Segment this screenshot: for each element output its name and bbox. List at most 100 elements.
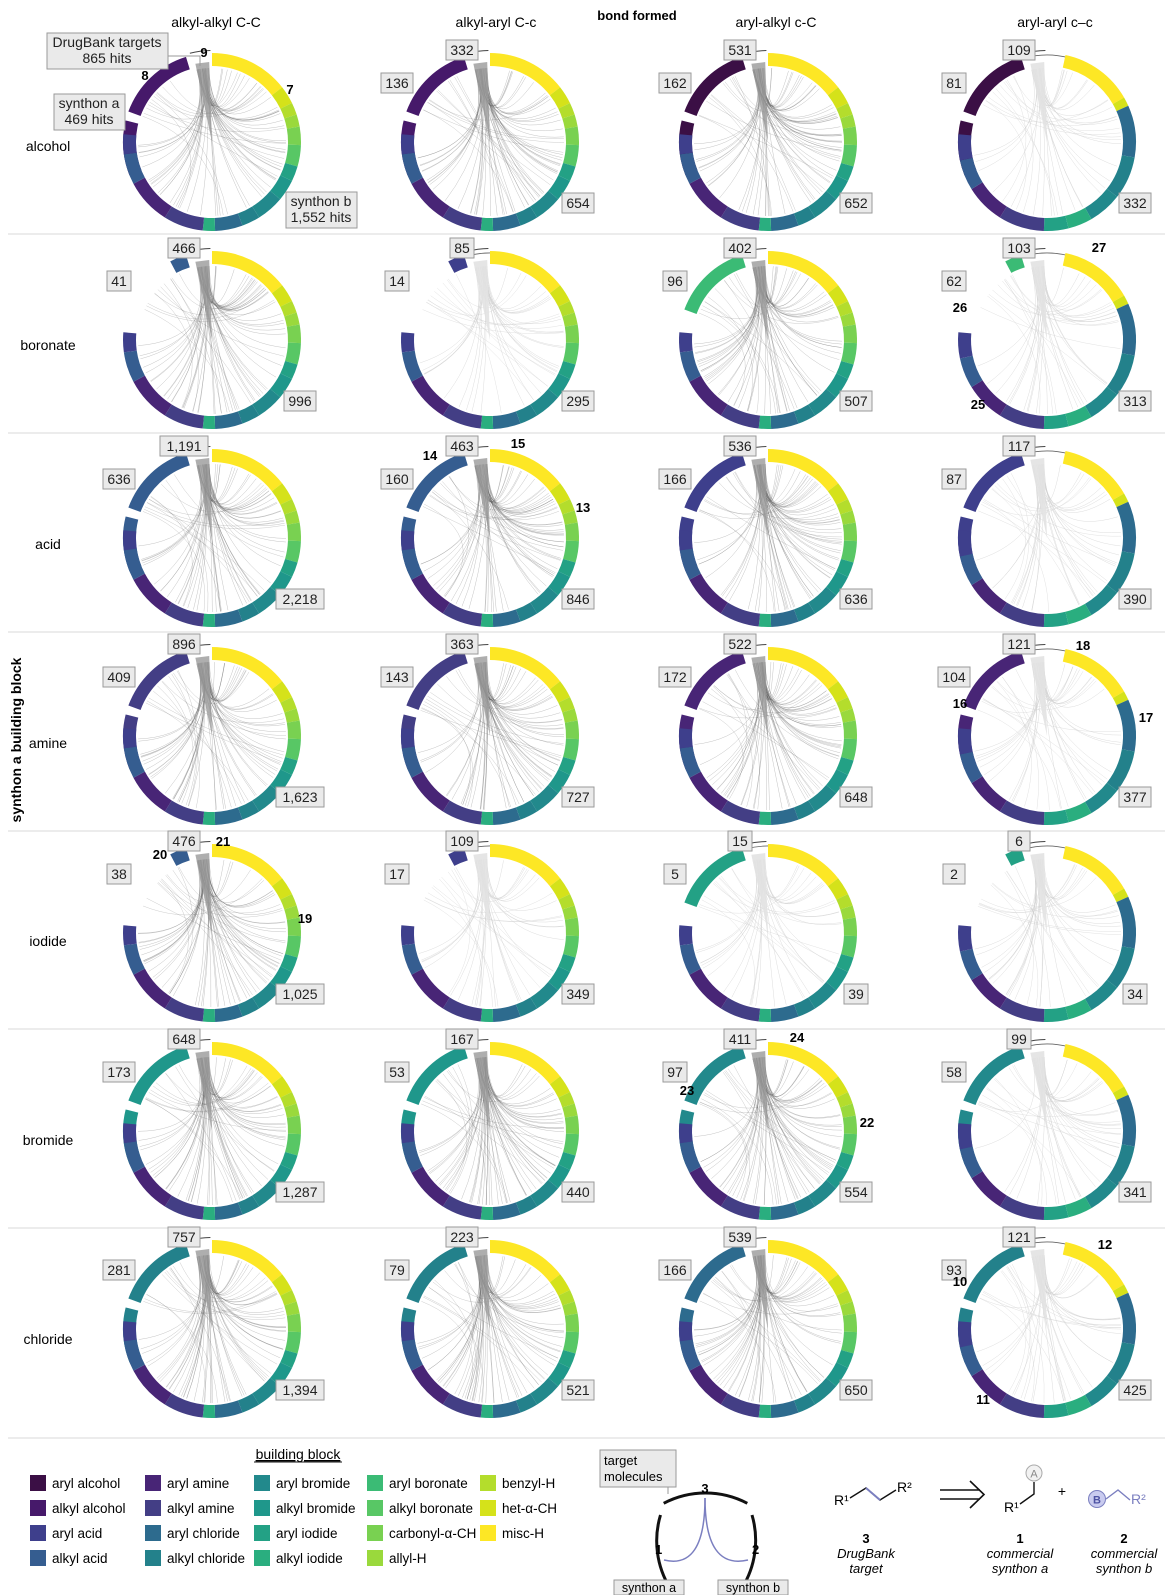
synthon-b-count-r2-c4: 313 (1123, 393, 1147, 409)
legend-label: aryl alcohol (52, 1476, 120, 1491)
chord-diagram-r6-c3 (678, 1039, 857, 1220)
synthon-b-count-r4-c3-box (839, 786, 873, 808)
synthon-b-count-r2-c3: 507 (844, 393, 868, 409)
schematic-synthon-a-box (613, 1579, 685, 1595)
column-header-1: alkyl-alkyl C-C (171, 14, 260, 30)
target-count-r1-c2-box (445, 39, 479, 61)
target-count-r6-c4: 99 (1011, 1031, 1027, 1047)
target-count-r2-c3-box (723, 237, 757, 259)
legend-label: het-α-CH (502, 1501, 557, 1516)
synthon-a-count-r2-c1-box (106, 270, 132, 292)
synthon-a-callout-line2: 469 hits (64, 111, 113, 127)
legend-swatch (145, 1475, 161, 1491)
retrosynthesis-scheme: R¹ R² A R¹ + B R² 3 DrugBank target 1 co… (834, 1464, 1158, 1576)
synthon-b-count-r2-c1-box (283, 390, 317, 412)
marker-26: 26 (953, 300, 967, 315)
target-count-r5-c1: 476 (172, 833, 196, 849)
synthon-b-count-r6-c2-box (561, 1181, 595, 1203)
synthon-a-count-r2-c3-box (662, 270, 688, 292)
marker-20: 20 (153, 847, 167, 862)
target-molecules-line1: target (604, 1453, 638, 1468)
chord-diagram-r7-c4 (958, 1237, 1136, 1418)
synthon-a-count-r5-c1: 38 (111, 866, 127, 882)
legend-swatch (367, 1525, 383, 1541)
synthon-a-count-r5-c2: 17 (389, 866, 405, 882)
synthon-a-count-r7-c1-box (102, 1259, 136, 1281)
synthon-a-count-r1-c2: 136 (385, 75, 409, 91)
target-count-r1-c4: 109 (1007, 42, 1031, 58)
legend-label: alkyl chloride (167, 1551, 245, 1566)
column-header-2: alkyl-aryl C-c (456, 14, 537, 30)
synthon-a-count-r1-c4: 81 (946, 75, 962, 91)
legend-swatch (145, 1500, 161, 1516)
synthon-a-r1: R¹ (1004, 1499, 1019, 1515)
atom-b-circle (1088, 1490, 1106, 1508)
synthon-a-count-r6-c4-box (941, 1061, 967, 1083)
synthon-a-count-r2-c3: 96 (667, 273, 683, 289)
synthon-b-count-r7-c2-box (561, 1379, 595, 1401)
target-count-r5-c2: 109 (450, 833, 474, 849)
legend-label: carbonyl-α-CH (389, 1526, 476, 1541)
target-count-r5-c4-box (1007, 830, 1031, 852)
synthon-b-count-r3-c2: 846 (566, 591, 590, 607)
marker-7: 7 (286, 82, 293, 97)
legend-swatch (254, 1475, 270, 1491)
legend-label: alkyl boronate (389, 1501, 473, 1516)
legend-label: allyl-H (389, 1551, 427, 1566)
synthon-b-r2: R² (1131, 1491, 1146, 1507)
row-label-acid: acid (35, 536, 61, 552)
synthon-a-count-r7-c3: 166 (663, 1262, 687, 1278)
synthon-a-count-r5-c3: 5 (671, 866, 679, 882)
synthon-a-count-r5-c4: 2 (950, 866, 958, 882)
synthon-a-skeleton (1019, 1482, 1035, 1505)
synthon-a-count-r7-c4: 93 (946, 1262, 962, 1278)
synthon-a-count-r4-c4-box (937, 666, 971, 688)
target-count-r1-c3: 531 (728, 42, 752, 58)
marker-24: 24 (790, 1030, 805, 1045)
synthon-b-count-r1-c4-box (1118, 192, 1152, 214)
legend-label: benzyl-H (502, 1476, 555, 1491)
chord-diagram-r2-c2 (401, 248, 579, 429)
legend-title: building block (256, 1446, 342, 1462)
synthon-b-count-r6-c3-box (839, 1181, 873, 1203)
chord-diagram-r4-c4 (958, 644, 1137, 825)
legend-swatch (367, 1550, 383, 1566)
marker-23: 23 (680, 1083, 694, 1098)
drugbank-callout-line1: DrugBank targets (53, 34, 162, 50)
target-r2: R² (897, 1479, 912, 1495)
target-count-r3-c3: 536 (728, 438, 752, 454)
synthon-a-count-r4-c4: 104 (942, 669, 966, 685)
synthon-b-count-r2-c2: 295 (566, 393, 590, 409)
schematic-num-2: 2 (752, 1542, 759, 1557)
target-count-r5-c3-box (727, 830, 753, 852)
chord-schematic: target molecules 3 1 2 synthon a synthon… (599, 1449, 789, 1595)
chord-diagram-r1-c2 (400, 50, 579, 231)
synthon-b-count-r6-c4-box (1118, 1181, 1152, 1203)
target-count-r5-c2-box (445, 830, 479, 852)
synthon-a-count-r5-c1-box (106, 863, 132, 885)
target-count-r3-c4: 117 (1008, 438, 1031, 454)
marker-22: 22 (860, 1115, 874, 1130)
synthon-a-count-r6-c1-box (102, 1061, 136, 1083)
legend-swatch (30, 1500, 46, 1516)
target-count-r2-c1: 466 (172, 240, 196, 256)
column-header-4: aryl-aryl c–c (1017, 14, 1092, 30)
chord-diagram-r5-c4 (958, 841, 1136, 1022)
drugbank-callout-box (46, 32, 169, 70)
chord-diagram-r5-c2 (401, 841, 579, 1022)
target-count-r4-c3-box (723, 633, 757, 655)
synthon-a-count-r3-c2: 160 (385, 471, 409, 487)
target-count-r2-c4: 103 (1007, 240, 1031, 256)
synthon-a-count-r6-c2-box (384, 1061, 410, 1083)
chord-diagram-r1-c1 (123, 50, 301, 231)
schematic-chord-b (704, 1497, 749, 1562)
row-label-amine: amine (29, 735, 67, 751)
target-count-r6-c1: 648 (172, 1031, 196, 1047)
chord-grid (122, 50, 1137, 1418)
target-count-r3-c2: 463 (450, 438, 474, 454)
synthon-b-count-r6-c3: 554 (844, 1184, 868, 1200)
chord-diagram-r7-c2 (401, 1237, 579, 1418)
synthon-b-count-r5-c3-box (843, 983, 869, 1005)
target-count-r4-c4: 121 (1007, 636, 1031, 652)
